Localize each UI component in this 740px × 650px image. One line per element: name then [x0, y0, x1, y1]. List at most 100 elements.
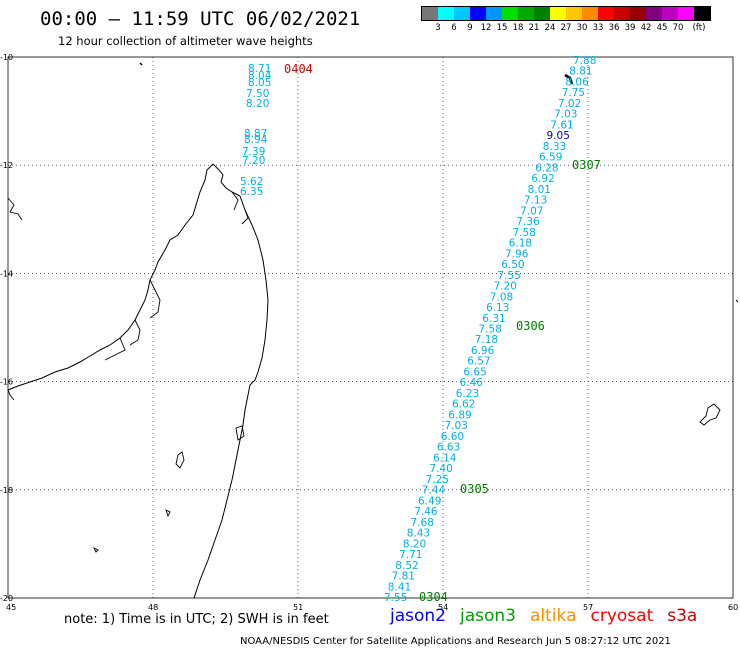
latitude-label: -16: [0, 378, 13, 387]
latitude-label: -12: [0, 161, 13, 170]
legend-tick-label: 15: [496, 23, 508, 33]
swh-value: 7.81: [392, 571, 415, 583]
swh-value: 7.96: [505, 248, 529, 260]
longitude-label: 54: [438, 603, 448, 612]
footer-credit: NOAA/NESDIS Center for Satellite Applica…: [240, 636, 671, 647]
swh-value: 6.35: [240, 186, 263, 198]
legend-swatch: [662, 7, 678, 20]
satellite-label-jason2: jason2: [390, 606, 446, 626]
swh-value: 8.06: [565, 77, 589, 89]
legend-swatch: [438, 7, 454, 20]
swh-value: 6.92: [531, 173, 554, 185]
legend-tick-label: 36: [608, 23, 620, 33]
swh-value: 6.63: [437, 442, 460, 454]
color-legend: 3 6 9 12 15 18 21 24 27 30 33 36 39 42 45 70 (ft): [421, 6, 711, 35]
legend-swatch: [694, 7, 710, 20]
legend-tick-label: 9: [467, 23, 473, 33]
satellite-label-cryosat: cryosat: [590, 606, 654, 626]
island-mid-right: [735, 299, 739, 303]
legend-tick-label: 33: [592, 23, 604, 33]
legend-swatch: [550, 7, 566, 20]
swh-value: 6.28: [535, 162, 558, 174]
swh-value: 7.44: [422, 485, 446, 497]
longitude-label: 57: [583, 603, 593, 612]
legend-tick-labels: 3 6 9 12 15 18 21 24 27 30 33 36 39 42 45 70 (ft): [421, 23, 711, 35]
swh-value: 8.20: [403, 538, 426, 550]
swh-value: 7.39: [242, 146, 265, 158]
legend-tick-label: 24: [544, 23, 556, 33]
pass-time-jason3-a: 0307: [572, 158, 601, 172]
swh-value: 7.36: [516, 216, 540, 228]
legend-color-bar: [421, 6, 711, 21]
pass-time-jason3-b: 0306: [516, 319, 545, 333]
swh-value: 7.71: [399, 549, 422, 561]
legend-tick-label: 18: [512, 23, 524, 33]
swh-value: 6.31: [482, 313, 505, 325]
satellite-label-altika: altika: [530, 606, 577, 626]
legend-swatch: [582, 7, 598, 20]
legend-tick-label: 3: [435, 23, 441, 33]
legend-swatch: [630, 7, 646, 20]
pass-time-jason3-c: 0305: [460, 482, 489, 496]
satellite-label-s3a: s3a: [667, 606, 698, 626]
swh-value: 6.59: [539, 152, 562, 164]
legend-swatch: [598, 7, 614, 20]
pass-time-cryosat: 0404: [284, 62, 313, 76]
swh-value: 6.60: [441, 431, 464, 443]
graticule: [8, 57, 733, 598]
swh-value: 6.18: [509, 238, 532, 250]
swh-value: 6.13: [486, 302, 509, 314]
africa-coast: [7, 197, 23, 401]
longitude-label: 60: [728, 603, 738, 612]
legend-tick-label: 30: [576, 23, 588, 33]
legend-swatch: [486, 7, 502, 20]
legend-tick-label: 70: [672, 23, 684, 33]
madagascar-west-coast: [7, 163, 214, 391]
swh-value: 6.57: [467, 356, 490, 368]
map-subtitle: 12 hour collection of altimeter wave hei…: [58, 34, 313, 48]
latitude-label: -14: [0, 269, 13, 278]
swh-value: 7.03: [554, 109, 577, 121]
swh-value: 6.62: [452, 399, 475, 411]
swh-value: 7.58: [479, 324, 502, 336]
swh-value: 8.43: [407, 528, 430, 540]
map-title: 00:00 – 11:59 UTC 06/02/2021: [40, 8, 361, 30]
cryosat-track-values: 8.718.048.057.508.20 8.878.947.397.20 5.62…: [240, 63, 272, 198]
swh-value: 7.08: [490, 291, 513, 303]
swh-value: 8.81: [569, 66, 592, 78]
legend-swatch: [502, 7, 518, 20]
swh-value: 7.61: [550, 119, 573, 131]
legend-swatch: [454, 7, 470, 20]
satellite-legend: jason2 jason3 altika cryosat s3a: [390, 606, 697, 626]
legend-swatch: [646, 7, 662, 20]
madagascar-northwest-bays: [104, 191, 249, 361]
swh-value: 7.58: [513, 227, 536, 239]
swh-value: 8.71: [248, 63, 271, 75]
swh-value: 8.87: [244, 128, 267, 140]
swh-value: 8.94: [244, 134, 268, 146]
latitude-label: -10: [0, 53, 13, 62]
swh-value: 6.49: [418, 495, 441, 507]
swh-value: 8.33: [543, 141, 566, 153]
swh-value: 7.20: [242, 155, 265, 167]
legend-swatch: [470, 7, 486, 20]
swh-value: 6.23: [456, 388, 479, 400]
swh-value: 6.65: [463, 367, 486, 379]
swh-value: 8.41: [388, 581, 411, 593]
swh-value: 7.55: [497, 270, 520, 282]
coastline: [7, 62, 739, 599]
pass-time-labels: 0404 0307 0306 0305 0304: [284, 62, 601, 604]
swh-value: 8.04: [248, 70, 272, 82]
swh-value: 9.05: [547, 130, 570, 142]
longitude-label: 51: [293, 603, 303, 612]
latitude-label: -18: [0, 486, 13, 495]
swh-value: 6.14: [433, 452, 457, 464]
legend-tick-label: 21: [528, 23, 540, 33]
legend-swatch: [566, 7, 582, 20]
legend-swatch: [534, 7, 550, 20]
longitude-label: 48: [148, 603, 158, 612]
legend-unit: (ft): [692, 23, 706, 33]
island-north-east: [564, 73, 574, 85]
swh-value: 7.18: [475, 334, 498, 346]
swh-value: 8.52: [395, 560, 418, 572]
